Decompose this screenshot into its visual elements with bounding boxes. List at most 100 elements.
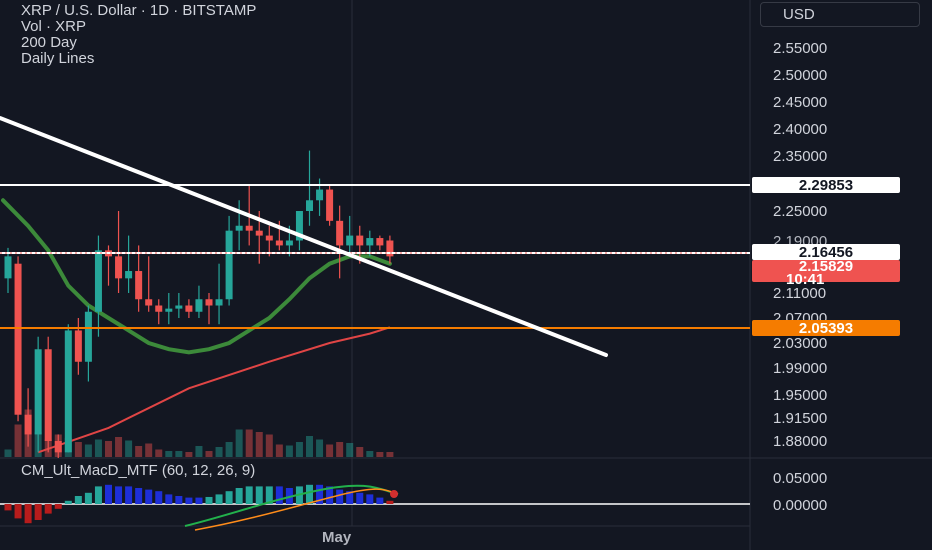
candle-body (316, 189, 324, 201)
macd-histogram-bar (235, 488, 243, 504)
resistance-price-badge-bg (752, 177, 900, 193)
macd-histogram-bar (366, 494, 374, 504)
macd-histogram-bar (54, 504, 62, 509)
macd-indicator-label[interactable]: CM_Ult_MacD_MTF (60, 12, 26, 9) (21, 462, 256, 479)
volume-bar (165, 451, 173, 457)
candle-body (346, 235, 354, 246)
symbol-title[interactable]: XRP / U.S. Dollar · 1D · BITSTAMP (21, 2, 257, 19)
volume-indicator-label[interactable]: Vol · XRP (21, 18, 87, 35)
macd-histogram-bar (356, 492, 364, 504)
macd-histogram-bar (285, 488, 293, 504)
volume-bar (225, 442, 233, 457)
volume-bar (306, 436, 313, 457)
macd-histogram-bar (336, 489, 344, 504)
price-tick-label: 2.45000 (773, 94, 827, 111)
volume-bar (336, 442, 344, 457)
candle-body (74, 330, 82, 362)
currency-button[interactable]: USD (760, 2, 920, 27)
volume-bar (366, 451, 374, 457)
ma-indicator-label[interactable]: 200 Day (21, 34, 77, 51)
ma-green-line (1, 198, 392, 355)
volume-bar (386, 452, 394, 457)
volume-bar (346, 443, 354, 457)
price-tick-label: 2.50000 (773, 67, 827, 84)
volume-bar (105, 441, 112, 457)
macd-histogram-bar (74, 496, 82, 504)
candle-body (245, 225, 253, 231)
macd-histogram-bar (4, 504, 12, 511)
time-axis-label-may: May (322, 529, 352, 546)
price-tick-label: 1.91500 (773, 410, 827, 427)
macd-histogram-bar (255, 486, 263, 504)
price-tick-label: 2.35000 (773, 148, 827, 165)
candle-body (295, 211, 303, 241)
candle-body (24, 414, 32, 435)
macd-histogram-bar (215, 494, 223, 504)
candle-body (94, 250, 102, 312)
macd-histogram-bar (316, 484, 324, 504)
candle-body (255, 230, 263, 236)
volume-bar (326, 444, 334, 457)
candle-body (185, 305, 193, 312)
macd-histogram-bar (376, 497, 384, 504)
macd-histogram-bar (205, 496, 213, 504)
candle-body (195, 299, 203, 312)
macd-tick-label: 0.05000 (773, 470, 827, 487)
candle-body (135, 271, 143, 300)
candles (4, 150, 394, 458)
price-tick-label: 2.55000 (773, 40, 827, 57)
volume-bar (275, 444, 283, 457)
candle-body (165, 308, 173, 312)
indicator-lines (1, 198, 392, 454)
candle-body (265, 235, 273, 241)
macd-histogram-bar (125, 486, 133, 504)
candle-body (225, 230, 233, 300)
volume-bar (215, 447, 223, 457)
macd-histogram-bar (245, 486, 253, 504)
support-price-badge: 2.05393 (799, 320, 853, 337)
volume-bar (94, 439, 102, 457)
candle-body (366, 238, 374, 246)
macd-histogram-bar (135, 488, 143, 504)
macd-cross-dot (390, 490, 398, 498)
macd-histogram-bar (115, 486, 123, 504)
volume-bar (175, 451, 183, 457)
chart-legend: XRP / U.S. Dollar · 1D · BITSTAMP Vol · … (21, 3, 256, 67)
candle-body (235, 225, 243, 231)
macd-histogram-bar (105, 484, 112, 504)
volume-bar (356, 447, 364, 457)
macd-histogram-bar (195, 497, 203, 504)
price-tick-label: 2.25000 (773, 203, 827, 220)
macd-histogram-bar (34, 504, 42, 520)
volume-bar (245, 429, 253, 457)
volume-bar (84, 444, 92, 457)
trendline (0, 116, 608, 357)
candle-body (145, 299, 153, 306)
candle-body (64, 330, 72, 453)
macd-histogram-bar (225, 491, 233, 504)
macd-tick-label: 0.00000 (773, 497, 827, 514)
candle-body (275, 240, 283, 246)
volume-bar (185, 452, 193, 457)
daily-line-price-badge: 2.16456 (799, 244, 853, 261)
ma200-line (37, 326, 391, 454)
macd-histogram-bar (346, 491, 354, 504)
volume-bar (74, 442, 82, 457)
volume-bar (255, 432, 263, 457)
volume-bar (376, 452, 384, 457)
price-tick-label: 1.95000 (773, 387, 827, 404)
macd-histogram-bar (145, 489, 153, 504)
candle-body (326, 189, 334, 221)
candle-body (54, 441, 62, 453)
bar-countdown: 10:41 (786, 271, 824, 288)
candle-body (386, 240, 394, 257)
daily-lines-label[interactable]: Daily Lines (21, 50, 95, 67)
volume-bar (316, 439, 324, 457)
macd-histogram-bar (84, 492, 92, 504)
macd-histogram-bar (326, 486, 334, 504)
volume-bar (14, 424, 22, 457)
volume-bar (135, 446, 143, 457)
candle-body (175, 305, 183, 309)
volume-bar (295, 442, 303, 457)
macd-histogram-bar (185, 497, 193, 504)
